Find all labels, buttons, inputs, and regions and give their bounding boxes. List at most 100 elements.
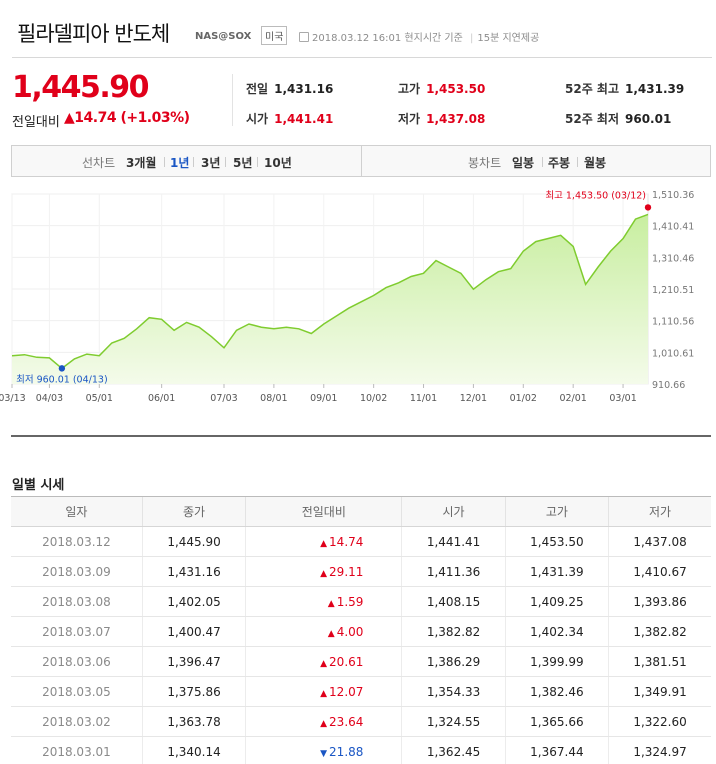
cell-open: 1,324.55 <box>401 706 506 737</box>
cell-low: 1,382.82 <box>608 616 711 647</box>
cell-change: ▲ 20.61 <box>245 646 402 677</box>
cell-low: 1,349.91 <box>608 676 711 707</box>
change-amount: 14.74 (+1.03%) <box>74 110 190 126</box>
delay-notice: 15분 지연제공 <box>477 33 540 44</box>
tab-3y[interactable]: 3년 <box>201 156 221 170</box>
up-arrow-icon: ▲ <box>327 598 335 609</box>
cell-change: ▲ 4.00 <box>245 616 402 647</box>
cell-change: ▲ 14.74 <box>245 526 402 557</box>
column-header: 고가 <box>504 496 609 527</box>
clock-icon <box>299 32 309 42</box>
x-tick-label: 02/01 <box>559 393 586 404</box>
x-tick-label: 10/02 <box>360 393 387 404</box>
table-row: 2018.03.01 1,340.14 ▼ 21.88 1,362.45 1,367.44… <box>11 736 711 764</box>
cell-open: 1,441.41 <box>401 526 506 557</box>
cell-change: ▼ 21.88 <box>245 736 402 764</box>
table-row: 2018.03.12 1,445.90 ▲ 14.74 1,441.41 1,453.50… <box>11 526 711 557</box>
page-header: 필라델피아 반도체 NAS@SOX 미국 2018.03.12 16:01 현지… <box>12 0 712 58</box>
cell-low: 1,324.97 <box>608 736 711 764</box>
up-arrow-icon: ▲ <box>320 718 328 729</box>
current-price: 1,445.90 <box>12 70 150 105</box>
y-tick-label: 1,010.61 <box>652 348 694 359</box>
column-header: 저가 <box>608 496 711 527</box>
y-tick-label: 1,310.46 <box>652 253 694 264</box>
chart-tab-bar: 선차트 3개월 1년 3년 5년 10년 봉차트 일봉 주봉 월봉 <box>11 145 711 177</box>
cell-change: ▲ 12.07 <box>245 676 402 707</box>
tab-monthly-candle[interactable]: 월봉 <box>584 156 607 170</box>
cell-open: 1,354.33 <box>401 676 506 707</box>
cell-close: 1,375.86 <box>141 676 246 707</box>
daily-section-title: 일별 시세 <box>12 478 65 493</box>
cell-high: 1,399.99 <box>504 646 609 677</box>
table-row: 2018.03.02 1,363.78 ▲ 23.64 1,324.55 1,365.66… <box>11 706 711 737</box>
high-annotation: 최고 1,453.50 (03/12) <box>545 190 646 201</box>
stat-high: 고가 1,453.50 <box>398 82 486 96</box>
x-tick-label: 03/13 <box>0 393 26 404</box>
cell-date: 2018.03.06 <box>11 646 143 677</box>
tab-10y[interactable]: 10년 <box>264 156 292 170</box>
table-row: 2018.03.06 1,396.47 ▲ 20.61 1,386.29 1,399.99… <box>11 646 711 677</box>
x-tick-label: 03/01 <box>609 393 636 404</box>
y-tick-label: 1,510.36 <box>652 190 694 201</box>
table-row: 2018.03.09 1,431.16 ▲ 29.11 1,411.36 1,431.39… <box>11 556 711 587</box>
column-header: 종가 <box>141 496 246 527</box>
cell-close: 1,402.05 <box>141 586 246 617</box>
cell-close: 1,400.47 <box>141 616 246 647</box>
cell-open: 1,408.15 <box>401 586 506 617</box>
tab-3m[interactable]: 3개월 <box>126 156 157 170</box>
table-row: 2018.03.08 1,402.05 ▲ 1.59 1,408.15 1,409.25 1… <box>11 586 711 617</box>
tab-1y[interactable]: 1년 <box>170 156 190 170</box>
tab-daily-candle[interactable]: 일봉 <box>512 156 535 170</box>
high-marker <box>644 204 652 211</box>
x-tick-label: 05/01 <box>86 393 113 404</box>
cell-close: 1,445.90 <box>141 526 246 557</box>
cell-high: 1,382.46 <box>504 676 609 707</box>
timestamp-text: 2018.03.12 16:01 현지시간 기준 <box>312 33 463 44</box>
cell-date: 2018.03.09 <box>11 556 143 587</box>
stat-52w-low: 52주 최저 960.01 <box>565 112 672 126</box>
line-chart-label: 선차트 <box>82 156 116 170</box>
up-arrow-icon: ▲ <box>320 568 328 579</box>
cell-open: 1,382.82 <box>401 616 506 647</box>
y-tick-label: 1,410.41 <box>652 222 694 233</box>
column-header: 일자 <box>11 496 143 527</box>
change-label: 전일대비 <box>12 115 60 130</box>
x-tick-label: 11/01 <box>410 393 437 404</box>
cell-date: 2018.03.12 <box>11 526 143 557</box>
x-tick-label: 04/03 <box>36 393 63 404</box>
cell-change: ▲ 29.11 <box>245 556 402 587</box>
cell-date: 2018.03.01 <box>11 736 143 764</box>
tab-weekly-candle[interactable]: 주봉 <box>548 156 571 170</box>
cell-change: ▲ 23.64 <box>245 706 402 737</box>
cell-date: 2018.03.05 <box>11 676 143 707</box>
cell-high: 1,409.25 <box>504 586 609 617</box>
low-marker <box>58 365 66 372</box>
stat-open: 시가 1,441.41 <box>246 112 334 126</box>
cell-open: 1,386.29 <box>401 646 506 677</box>
cell-high: 1,367.44 <box>504 736 609 764</box>
cell-high: 1,365.66 <box>504 706 609 737</box>
index-code: NAS@SOX <box>195 31 252 42</box>
cell-low: 1,381.51 <box>608 646 711 677</box>
x-tick-label: 07/03 <box>210 393 237 404</box>
cell-low: 1,322.60 <box>608 706 711 737</box>
up-arrow-icon: ▲ <box>320 538 328 549</box>
index-title: 필라델피아 반도체 <box>17 22 170 46</box>
price-line <box>11 213 649 370</box>
tab-5y[interactable]: 5년 <box>233 156 253 170</box>
stat-52w-high: 52주 최고 1,431.39 <box>565 82 685 96</box>
section-divider <box>11 435 711 437</box>
y-tick-label: 1,110.56 <box>652 317 694 328</box>
candle-chart-label: 봉차트 <box>468 156 502 170</box>
stat-prev-close: 전일 1,431.16 <box>246 82 334 96</box>
x-tick-label: 09/01 <box>310 393 337 404</box>
cell-high: 1,431.39 <box>504 556 609 587</box>
y-tick-label: 1,210.51 <box>652 285 694 296</box>
cell-close: 1,396.47 <box>141 646 246 677</box>
cell-high: 1,453.50 <box>504 526 609 557</box>
table-row: 2018.03.05 1,375.86 ▲ 12.07 1,354.33 1,382.46… <box>11 676 711 707</box>
cell-open: 1,411.36 <box>401 556 506 587</box>
x-tick-label: 06/01 <box>148 393 175 404</box>
stat-low: 저가 1,437.08 <box>398 112 486 126</box>
cell-high: 1,402.34 <box>504 616 609 647</box>
